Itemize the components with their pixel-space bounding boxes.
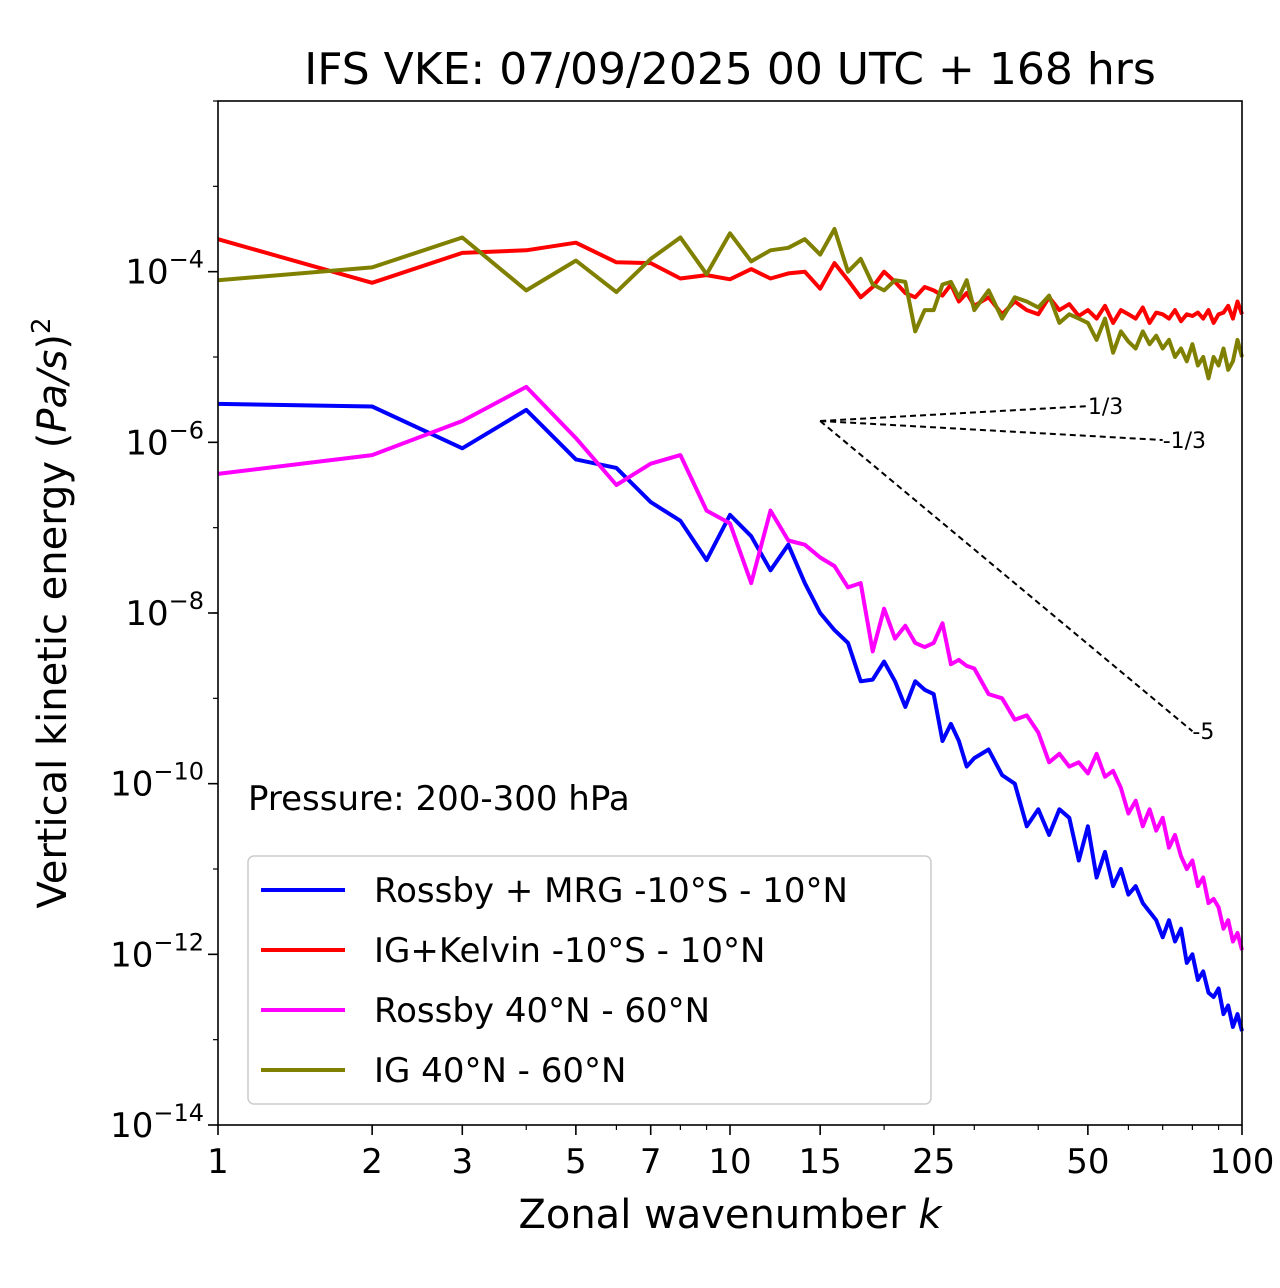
- x-tick-label: 10: [708, 1142, 751, 1182]
- series-line-2: [217, 237, 1244, 325]
- reference-slope-line: [820, 420, 1163, 442]
- legend-label-3: Rossby 40°N - 60°N: [374, 991, 710, 1031]
- chart-title: IFS VKE: 07/09/2025 00 UTC + 168 hrs: [304, 44, 1156, 95]
- ticks-layer: 1 2 3 5 7 10 15 25 50 100 10−4 10−6 10−8 10−10 10−12 10…: [110, 100, 1275, 1182]
- x-tick-label: 2: [361, 1142, 383, 1182]
- reference-slope-label: -5: [1192, 720, 1214, 745]
- series-layer: [217, 227, 1244, 1032]
- x-tick-label: 5: [565, 1142, 587, 1182]
- legend-label-2: IG+Kelvin -10°S - 10°N: [374, 931, 765, 971]
- x-tick-label: 15: [799, 1142, 842, 1182]
- x-axis-label: Zonal wavenumber k: [518, 1192, 943, 1238]
- y-axis-label: Vertical kinetic energy (Pa/s)2: [27, 318, 76, 909]
- reference-lines-layer: 1/3 -1/3 -5: [819, 395, 1214, 745]
- y-tick-label: 10−10: [110, 758, 204, 805]
- x-tick-label: 3: [451, 1142, 473, 1182]
- reference-slope-label: 1/3: [1088, 395, 1123, 420]
- series-line-4: [217, 227, 1244, 381]
- y-tick-label: 10−14: [110, 1099, 204, 1146]
- axes-frame: [217, 100, 1243, 1126]
- legend-label-1: Rossby + MRG -10°S - 10°N: [374, 871, 848, 911]
- x-tick-label: 50: [1066, 1142, 1109, 1182]
- series-line-1: [217, 401, 1244, 1032]
- x-tick-label: 1: [207, 1142, 229, 1182]
- y-tick-label: 10−8: [125, 587, 204, 634]
- reference-slope-line: [819, 420, 1194, 732]
- legend: Rossby + MRG -10°S - 10°N IG+Kelvin -10°S…: [247, 855, 932, 1105]
- x-tick-label: 100: [1210, 1142, 1275, 1182]
- y-tick-label: 10−4: [125, 246, 204, 293]
- reference-slope-line: [820, 405, 1088, 422]
- series-line-3: [217, 384, 1244, 951]
- pressure-annotation: Pressure: 200-300 hPa: [248, 779, 630, 819]
- x-tick-label: 7: [640, 1142, 662, 1182]
- y-tick-label: 10−12: [110, 928, 204, 975]
- x-tick-label: 25: [912, 1142, 955, 1182]
- y-tick-label: 10−6: [125, 416, 204, 463]
- reference-slope-label: -1/3: [1163, 429, 1206, 454]
- legend-box: [247, 855, 932, 1105]
- legend-label-4: IG 40°N - 60°N: [374, 1051, 626, 1091]
